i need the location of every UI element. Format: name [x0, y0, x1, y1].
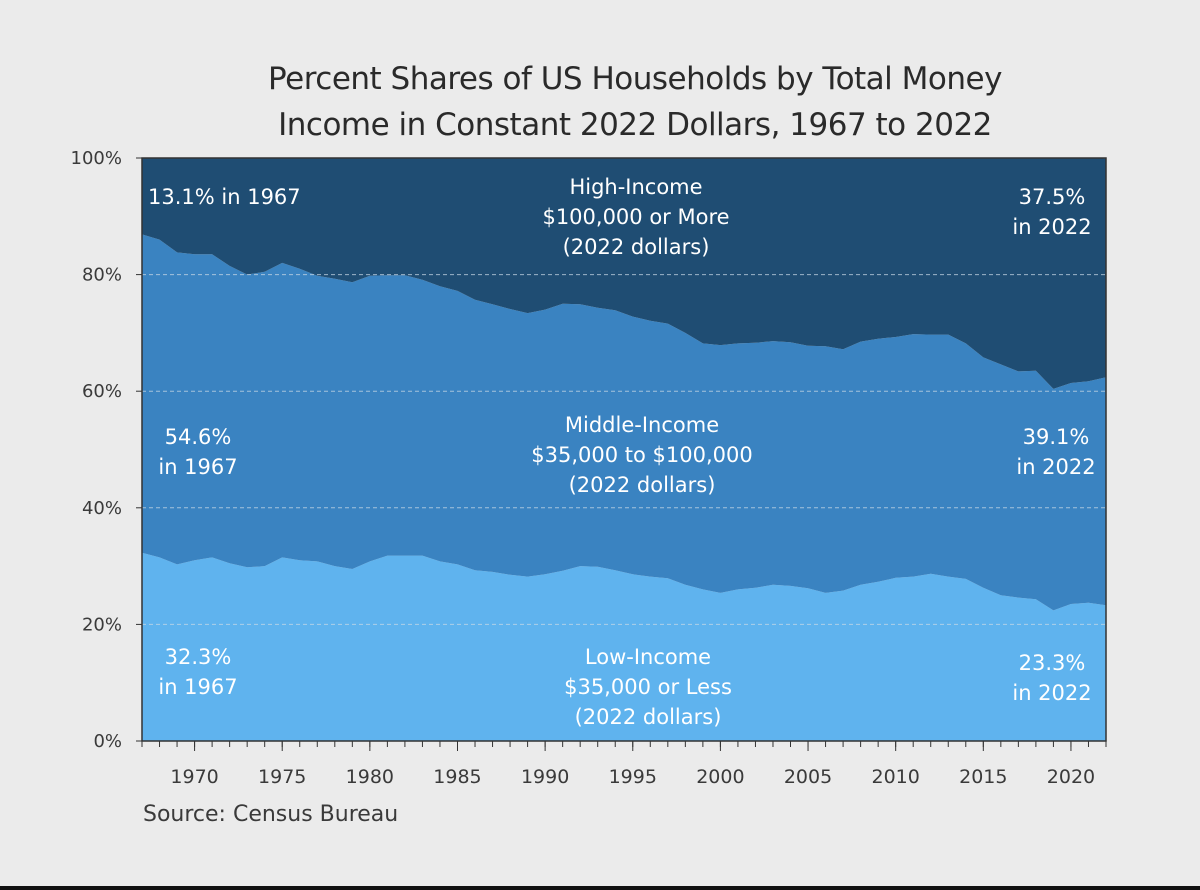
y-tick-label: 100%	[71, 148, 122, 169]
x-tick-label: 2010	[871, 766, 919, 788]
annotation-low-right: in 2022	[1012, 681, 1091, 705]
annotation-low-right: 23.3%	[1019, 651, 1086, 675]
annotation-low-left: in 1967	[158, 675, 237, 699]
annotation-middle-center: Middle-Income	[565, 413, 719, 437]
annotation-low-center: Low-Income	[585, 645, 711, 669]
annotation-middle-left: in 1967	[158, 455, 237, 479]
area-low-income	[142, 552, 1106, 741]
y-tick-label: 60%	[82, 381, 122, 402]
plot-frame	[141, 157, 1107, 742]
annotation-high-right: 37.5%	[1019, 185, 1086, 209]
annotation-middle-left: 54.6%	[165, 425, 232, 449]
bottom-border	[0, 886, 1200, 890]
x-tick-label: 1970	[170, 766, 218, 788]
annotation-middle-center: $35,000 to $100,000	[531, 443, 752, 467]
area-high-income	[142, 158, 1106, 389]
annotation-high-left: 13.1% in 1967	[148, 185, 301, 209]
annotation-high-right: in 2022	[1012, 215, 1091, 239]
x-tick-label: 2000	[696, 766, 744, 788]
x-tick-label: 2005	[784, 766, 832, 788]
chart-title: Percent Shares of US Households by Total…	[0, 56, 1200, 148]
y-tick-label: 0%	[93, 731, 122, 752]
x-tick-label: 2015	[959, 766, 1007, 788]
x-tick-label: 2020	[1047, 766, 1095, 788]
annotation-high-center: High-Income	[569, 175, 702, 199]
annotation-middle-right: in 2022	[1016, 455, 1095, 479]
x-tick-label: 1975	[258, 766, 306, 788]
area-middle-income	[142, 234, 1106, 611]
y-tick-label: 20%	[82, 614, 122, 635]
annotation-low-center: (2022 dollars)	[575, 705, 722, 729]
annotation-high-center: $100,000 or More	[542, 205, 729, 229]
x-tick-label: 1995	[609, 766, 657, 788]
x-tick-label: 1990	[521, 766, 569, 788]
annotation-high-center: (2022 dollars)	[563, 235, 710, 259]
y-tick-label: 80%	[82, 265, 122, 286]
title-line-1: Percent Shares of US Households by Total…	[268, 61, 1002, 97]
x-tick-label: 1985	[433, 766, 481, 788]
source-note: Source: Census Bureau	[143, 802, 399, 827]
title-line-2: Income in Constant 2022 Dollars, 1967 to…	[278, 107, 992, 143]
annotation-middle-right: 39.1%	[1023, 425, 1090, 449]
y-tick-label: 40%	[82, 498, 122, 519]
x-tick-label: 1980	[346, 766, 394, 788]
annotation-low-center: $35,000 or Less	[564, 675, 732, 699]
annotation-middle-center: (2022 dollars)	[569, 473, 716, 497]
annotation-low-left: 32.3%	[165, 645, 232, 669]
